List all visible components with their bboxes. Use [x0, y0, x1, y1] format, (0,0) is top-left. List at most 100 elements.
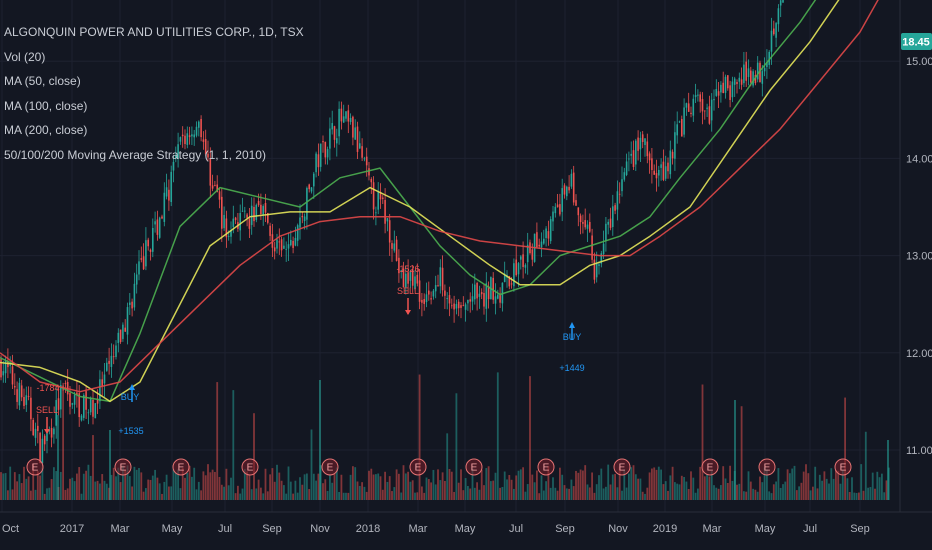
volume-bar — [444, 480, 446, 500]
candle-body — [761, 71, 764, 84]
candle-body — [536, 232, 538, 248]
candle-body — [733, 78, 736, 85]
annotation-label: SELL — [397, 286, 419, 296]
price-candles — [0, 0, 784, 467]
earnings-circle — [613, 458, 631, 476]
candle-body — [209, 158, 212, 186]
candle-body — [607, 221, 609, 225]
candle-body — [345, 111, 347, 119]
buy-arrow-head — [129, 384, 135, 390]
candle-body — [317, 154, 320, 168]
legend-ma200[interactable]: MA (200, close) — [4, 123, 88, 137]
candle-body — [425, 294, 428, 303]
candle-body — [393, 243, 396, 251]
volume-bar — [577, 472, 580, 500]
legend-strategy[interactable]: 50/100/200 Moving Average Strategy (1, 1… — [4, 147, 266, 162]
volume-bar — [646, 487, 649, 500]
candle-body — [32, 419, 34, 436]
legend-ma50[interactable]: MA (50, close) — [4, 74, 81, 88]
earnings-marker-icon[interactable]: E — [465, 458, 483, 476]
earnings-marker-icon[interactable]: E — [537, 458, 555, 476]
candle-body — [416, 274, 419, 284]
earnings-marker-icon[interactable]: E — [241, 458, 259, 476]
candle-body — [460, 305, 462, 308]
candle-body — [662, 161, 665, 180]
candle-body — [18, 382, 21, 406]
candle-body — [531, 249, 534, 260]
volume-bar — [43, 493, 46, 500]
earnings-circle — [241, 458, 259, 476]
earnings-marker-icon[interactable]: E — [701, 458, 719, 476]
candle-body — [754, 75, 757, 84]
earnings-label: E — [471, 463, 478, 474]
candle-body — [9, 364, 11, 366]
earnings-marker-icon[interactable]: E — [26, 458, 44, 476]
volume-bar — [738, 483, 741, 500]
x-tick-label: May — [455, 523, 476, 535]
candle-body — [708, 106, 711, 124]
candle-body — [218, 191, 221, 200]
candle-body — [331, 123, 333, 130]
candle-body — [400, 270, 402, 272]
volume-spike — [57, 415, 59, 500]
legend-ma100[interactable]: MA (100, close) — [4, 98, 88, 113]
candle-body — [480, 292, 483, 295]
candle-body — [763, 67, 766, 72]
candle-body — [227, 236, 230, 237]
candle-body — [625, 161, 628, 175]
volume-bar — [439, 480, 442, 500]
volume-bar — [664, 481, 667, 500]
earnings-marker-icon[interactable]: E — [758, 458, 776, 476]
volume-bar — [814, 466, 817, 500]
y-tick-label: 15.00 — [906, 56, 932, 68]
volume-bar — [218, 476, 221, 500]
volume-bar — [186, 472, 189, 500]
x-tick-label: Mar — [111, 523, 130, 535]
earnings-marker-icon[interactable]: E — [834, 458, 852, 476]
volume-bar — [85, 470, 87, 500]
candle-body — [391, 243, 393, 249]
candle-body — [186, 133, 189, 145]
volume-bar — [660, 469, 662, 500]
volume-bar — [427, 479, 430, 500]
volume-bar — [133, 466, 136, 500]
candle-body — [722, 82, 724, 93]
earnings-marker-icon[interactable]: E — [114, 458, 132, 476]
candle-body — [301, 215, 304, 218]
ma200-line — [0, 0, 879, 393]
candle-body — [437, 285, 439, 286]
candle-body — [515, 259, 517, 276]
volume-bar — [634, 474, 637, 500]
earnings-marker-icon[interactable]: E — [172, 458, 190, 476]
volume-bar — [793, 465, 796, 500]
volume-bar — [605, 486, 607, 500]
volume-bar — [193, 467, 196, 500]
candle-body — [142, 256, 145, 270]
candle-body — [759, 62, 761, 83]
candle-body — [575, 200, 577, 206]
volume-bar — [706, 474, 708, 500]
candle-body — [547, 231, 550, 239]
candle-body — [775, 23, 777, 38]
legend-volume[interactable]: Vol (20) — [4, 49, 46, 64]
volume-bar — [289, 481, 292, 500]
candle-body — [20, 385, 23, 398]
candle-body — [699, 94, 701, 102]
candle-body — [421, 299, 423, 303]
candle-body — [129, 302, 131, 305]
volume-bar — [837, 470, 840, 500]
earnings-marker-icon[interactable]: E — [409, 458, 427, 476]
candle-body — [179, 137, 182, 142]
volume-bar — [630, 467, 633, 500]
volume-bar — [759, 476, 761, 500]
volume-bar — [317, 473, 320, 500]
volume-bar — [39, 475, 41, 500]
volume-bar — [722, 466, 725, 500]
earnings-marker-icon[interactable]: E — [321, 458, 339, 476]
candle-body — [276, 239, 278, 249]
candle-body — [471, 296, 474, 302]
earnings-marker-icon[interactable]: E — [613, 458, 631, 476]
volume-bar — [802, 471, 805, 500]
